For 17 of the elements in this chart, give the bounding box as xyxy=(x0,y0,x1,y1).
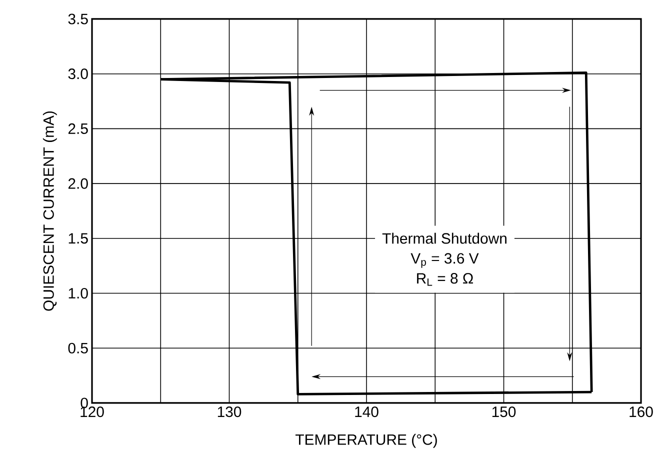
x-tick-label: 120 xyxy=(80,406,104,418)
x-axis-title: TEMPERATURE (°C) xyxy=(295,434,437,448)
annotation: V$_{p}$ = 3.6 V xyxy=(410,253,479,268)
y-tick-label: 2.0 xyxy=(68,178,88,189)
y-tick-label: 1.0 xyxy=(68,288,88,299)
x-tick-label: 150 xyxy=(492,406,516,418)
y-tick-label: 2.5 xyxy=(68,123,88,134)
annotation: R$_{L}$ = 8 Ω xyxy=(417,273,473,286)
y-tick-label: 3.0 xyxy=(68,68,88,80)
x-tick-label: 140 xyxy=(355,406,378,418)
y-tick-label: 1.5 xyxy=(68,233,88,244)
annotation: Thermal Shutdown xyxy=(382,232,506,244)
y-tick-label: 3.5 xyxy=(68,14,88,24)
x-tick-label: 130 xyxy=(218,406,242,418)
y-axis-title: QUIESCENT CURRENT (mA) xyxy=(42,111,57,311)
y-tick-label: 0.5 xyxy=(68,342,88,354)
x-tick-label: 160 xyxy=(630,406,653,418)
